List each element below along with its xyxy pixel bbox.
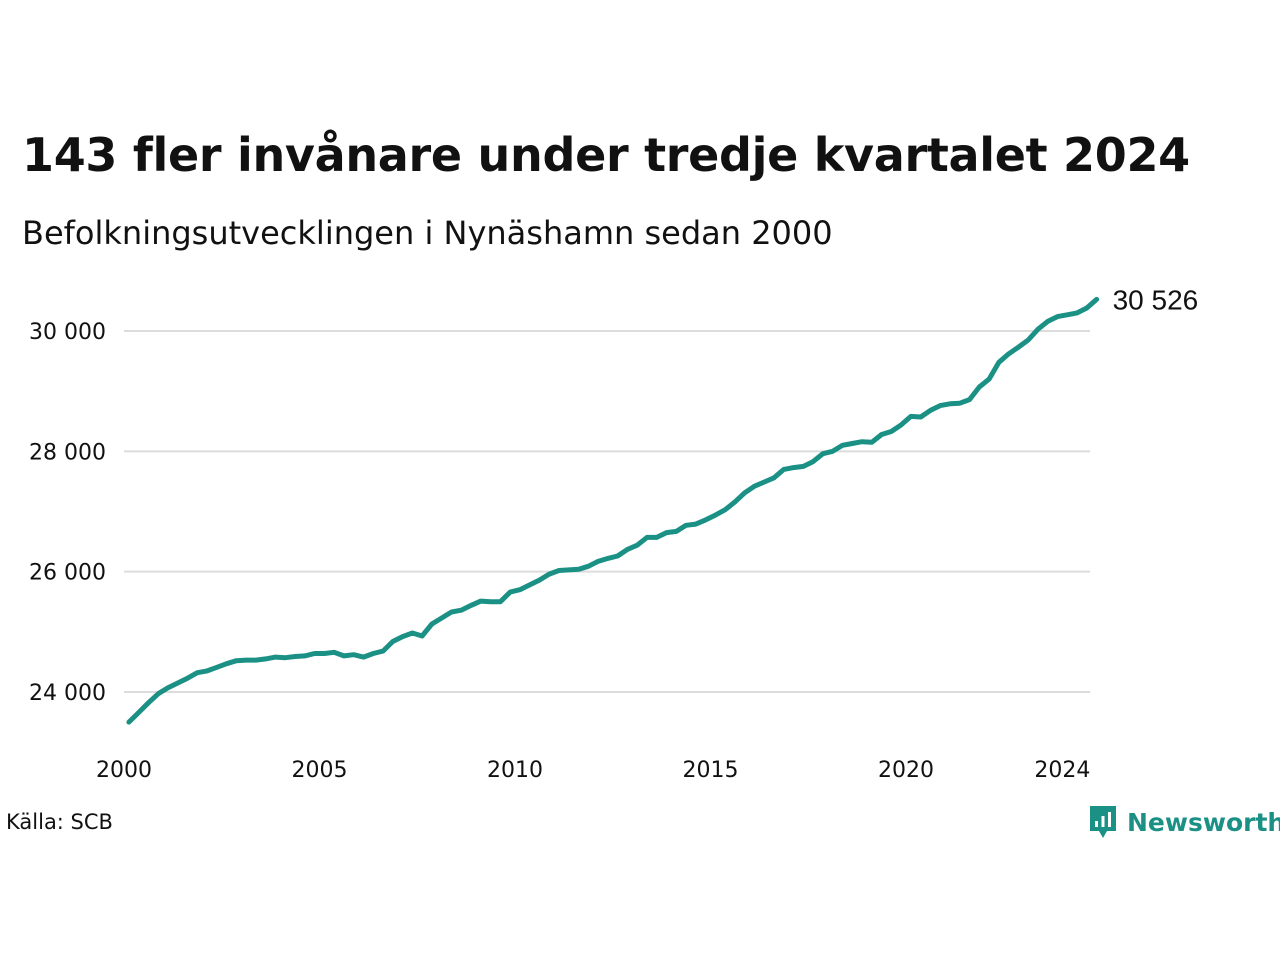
- x-tick-label: 2015: [683, 758, 739, 783]
- chart-title: 143 fler invånare under tredje kvartalet…: [22, 128, 1190, 182]
- population-series-line: [126, 296, 1100, 725]
- end-value-label: 30 526: [1113, 284, 1199, 315]
- y-axis-ticks: 24 000 26 000 28 000 30 000: [29, 320, 106, 706]
- newsworthy-logo-icon: [1090, 806, 1116, 838]
- gridlines: [124, 330, 1090, 693]
- x-tick-label: 2020: [878, 758, 934, 783]
- chart-subtitle: Befolkningsutvecklingen i Nynäshamn seda…: [22, 214, 833, 252]
- x-tick-label: 2000: [96, 758, 152, 783]
- x-tick-label: 2010: [487, 758, 543, 783]
- y-tick-label: 26 000: [29, 561, 106, 586]
- x-tick-label: 2005: [292, 758, 348, 783]
- brand-name: Newsworthy: [1127, 807, 1280, 837]
- y-tick-label: 28 000: [29, 440, 106, 465]
- series-layer: [126, 296, 1100, 725]
- population-line-chart: 24 000 26 000 28 000 30 000 2000 2005 2010 201…: [29, 284, 1199, 783]
- x-tick-label: 2024: [1034, 758, 1090, 783]
- y-tick-label: 30 000: [29, 320, 106, 345]
- brand-logo: Newsworthy: [1088, 804, 1280, 840]
- y-tick-label: 24 000: [29, 681, 106, 706]
- x-axis-ticks: 2000 2005 2010 2015 2020 2024: [96, 758, 1090, 783]
- source-note: Källa: SCB: [6, 810, 113, 834]
